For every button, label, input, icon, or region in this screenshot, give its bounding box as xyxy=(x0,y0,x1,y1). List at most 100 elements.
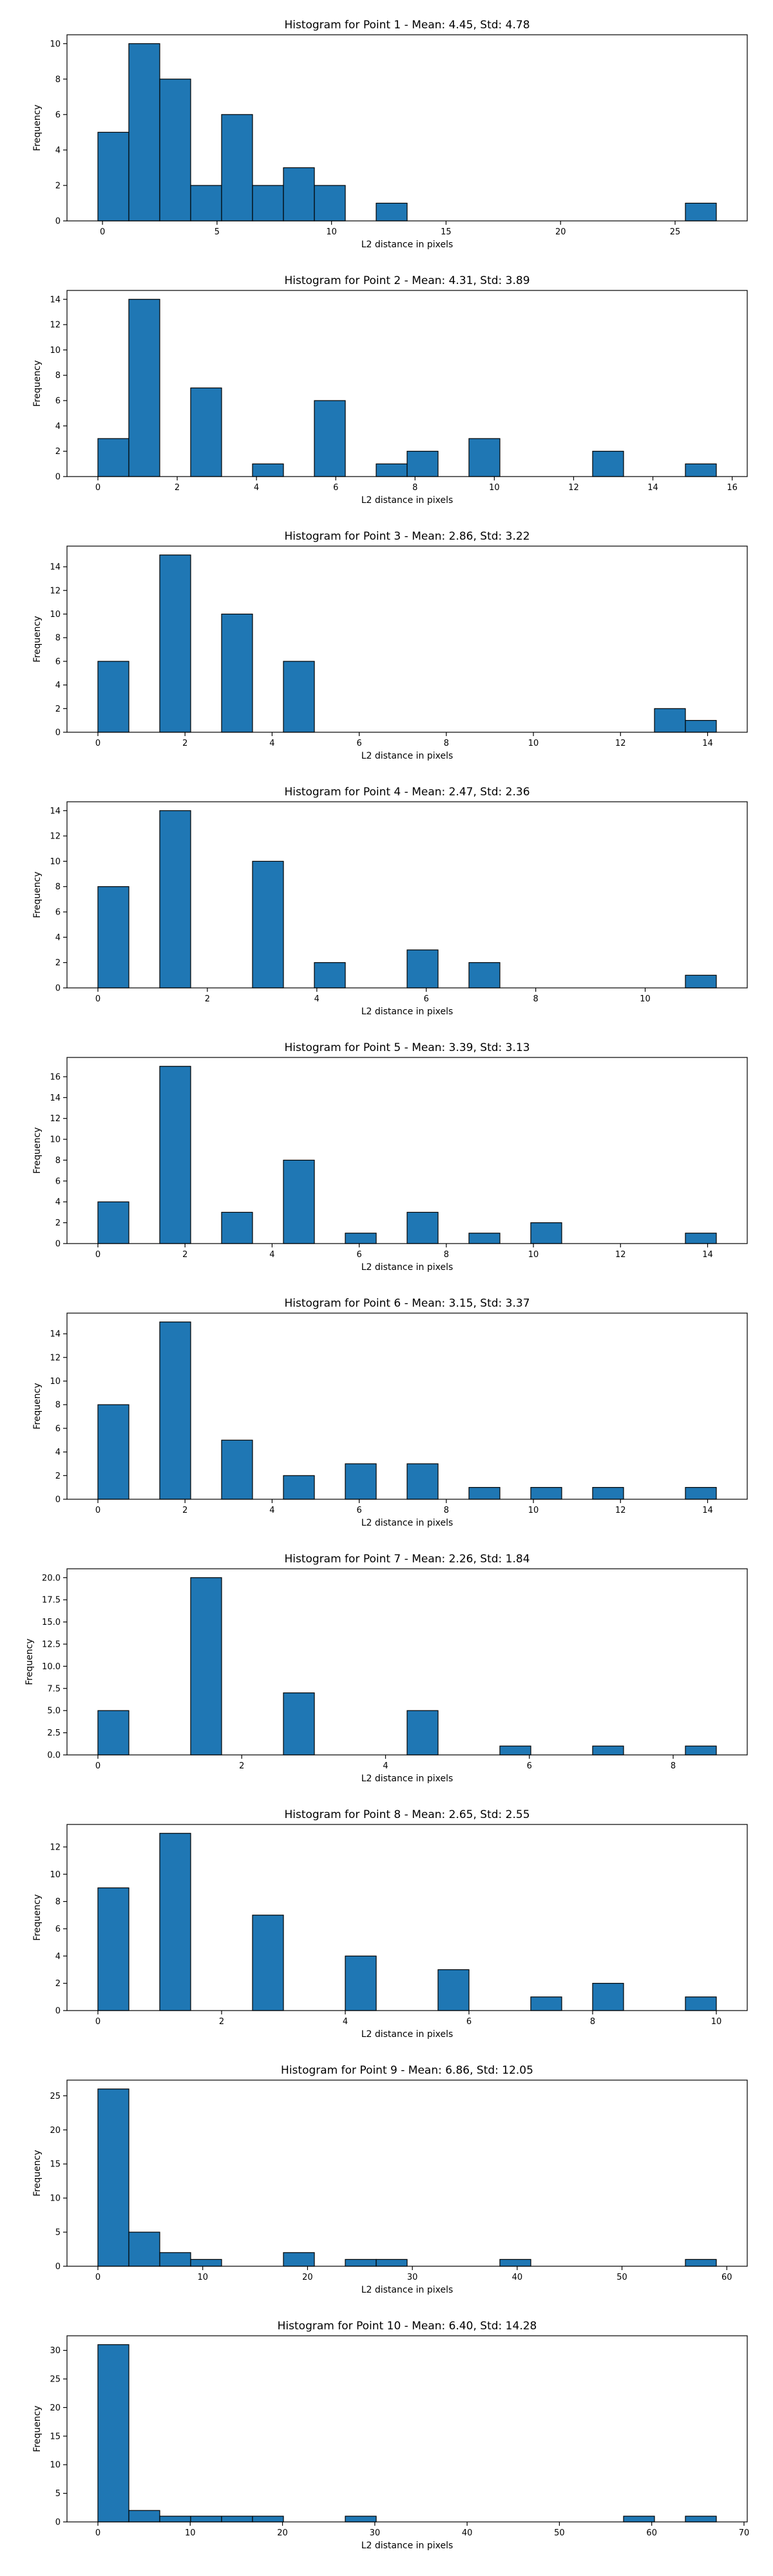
x-tick-label: 6 xyxy=(527,1761,532,1771)
histogram-bar xyxy=(252,185,284,222)
histogram-bar xyxy=(406,949,439,989)
histogram-bar xyxy=(376,2259,408,2267)
x-axis-label: L2 distance in pixels xyxy=(361,495,453,506)
x-tick-label: 10 xyxy=(197,2273,208,2282)
y-tick-label: 12 xyxy=(50,1114,61,1124)
y-tick-label: 10 xyxy=(50,2194,61,2204)
x-tick-label: 10 xyxy=(528,739,539,748)
x-tick-label: 4 xyxy=(269,1250,274,1260)
x-tick-label: 4 xyxy=(254,483,259,493)
histogram-bar xyxy=(252,463,284,477)
x-tick-label: 8 xyxy=(590,2017,595,2027)
bars xyxy=(97,1833,717,2011)
bars xyxy=(97,2344,717,2523)
bars xyxy=(97,554,717,733)
y-tick-label: 14 xyxy=(50,295,61,305)
y-axis-label: Frequency xyxy=(32,1127,43,1173)
histogram-bar xyxy=(468,1487,501,1500)
histogram-bar xyxy=(468,962,501,989)
histogram-bar xyxy=(314,185,346,222)
histogram-bar xyxy=(159,810,191,989)
x-tick-label: 30 xyxy=(370,2528,381,2538)
chart-title: Histogram for Point 8 - Mean: 2.65, Std:… xyxy=(284,1808,530,1821)
y-tick-label: 12 xyxy=(50,1353,61,1363)
y-tick-label: 6 xyxy=(55,110,61,120)
histogram-bar xyxy=(221,1439,253,1500)
x-tick-label: 0 xyxy=(95,483,100,493)
x-tick-label: 10 xyxy=(326,227,337,237)
y-tick-label: 14 xyxy=(50,1330,61,1340)
histogram-bar xyxy=(623,2515,655,2523)
histogram-bar xyxy=(685,2515,717,2523)
chart-panel-9: Histogram for Point 9 - Mean: 6.86, Std:… xyxy=(32,2064,748,2295)
histogram-bar xyxy=(345,1955,377,2011)
y-tick-label: 12 xyxy=(50,586,61,596)
x-tick-label: 2 xyxy=(239,1761,244,1771)
x-tick-label: 8 xyxy=(533,994,539,1004)
histogram-bar xyxy=(190,1577,222,1756)
x-tick-label: 14 xyxy=(702,1250,713,1260)
y-tick-label: 10 xyxy=(50,857,61,867)
x-tick-label: 4 xyxy=(269,739,274,748)
x-tick-label: 8 xyxy=(444,1250,449,1260)
histogram-bar xyxy=(530,1487,562,1500)
histogram-bar xyxy=(283,1159,315,1244)
x-tick-label: 2 xyxy=(182,1506,187,1515)
histogram-bar xyxy=(190,2515,222,2523)
x-axis-label: L2 distance in pixels xyxy=(361,751,453,761)
y-tick-label: 12 xyxy=(50,321,61,330)
x-tick-label: 0 xyxy=(95,994,100,1004)
histogram-bar xyxy=(97,1201,129,1244)
y-axis-label: Frequency xyxy=(32,2150,43,2196)
histogram-bar xyxy=(159,554,191,733)
x-tick-label: 4 xyxy=(314,994,320,1004)
histogram-bar xyxy=(376,463,408,477)
histogram-bar xyxy=(221,1211,253,1244)
histogram-bar xyxy=(406,1463,439,1500)
x-tick-label: 70 xyxy=(739,2528,750,2538)
histogram-bar xyxy=(345,1463,377,1500)
histogram-bar xyxy=(252,1915,284,2011)
x-tick-label: 40 xyxy=(512,2273,523,2282)
x-tick-label: 14 xyxy=(702,1506,713,1515)
histogram-bar xyxy=(283,1692,315,1756)
y-tick-label: 10 xyxy=(50,1377,61,1387)
histogram-bar xyxy=(97,1887,129,2011)
x-tick-label: 0 xyxy=(95,1761,100,1771)
y-tick-label: 6 xyxy=(55,397,61,406)
y-tick-label: 2 xyxy=(55,181,61,191)
plot-frame xyxy=(66,801,748,989)
x-tick-label: 10 xyxy=(528,1506,539,1515)
histogram-bar xyxy=(685,1745,717,1756)
chart-title: Histogram for Point 5 - Mean: 3.39, Std:… xyxy=(284,1041,530,1054)
histogram-bar xyxy=(159,2252,191,2267)
y-axis-label: Frequency xyxy=(32,1383,43,1429)
y-tick-label: 12 xyxy=(50,832,61,842)
y-tick-label: 0 xyxy=(55,1495,61,1505)
chart-panel-8: Histogram for Point 8 - Mean: 2.65, Std:… xyxy=(32,1808,748,2040)
x-axis-label: L2 distance in pixels xyxy=(361,240,453,250)
histogram-bar xyxy=(345,2515,377,2523)
histogram-bar xyxy=(97,1404,129,1500)
y-tick-label: 10 xyxy=(50,1870,61,1880)
x-tick-label: 10 xyxy=(528,1250,539,1260)
x-tick-label: 2 xyxy=(182,739,187,748)
histogram-bar xyxy=(406,1211,439,1244)
x-tick-label: 4 xyxy=(383,1761,388,1771)
histogram-bar xyxy=(97,661,129,733)
histogram-bar xyxy=(190,387,222,477)
x-tick-label: 30 xyxy=(407,2273,418,2282)
y-tick-label: 0 xyxy=(55,728,61,738)
histogram-bar xyxy=(685,720,717,733)
plot-frame xyxy=(66,34,748,222)
bars xyxy=(97,299,717,477)
x-tick-label: 10 xyxy=(489,483,500,493)
histogram-bar xyxy=(437,1969,470,2011)
histogram-bar xyxy=(376,202,408,222)
histogram-bar xyxy=(97,886,129,989)
y-tick-label: 25 xyxy=(50,2375,61,2385)
chart-title: Histogram for Point 10 - Mean: 6.40, Std… xyxy=(278,2320,537,2333)
chart-title: Histogram for Point 2 - Mean: 4.31, Std:… xyxy=(284,274,530,287)
y-tick-label: 2 xyxy=(55,1979,61,1989)
